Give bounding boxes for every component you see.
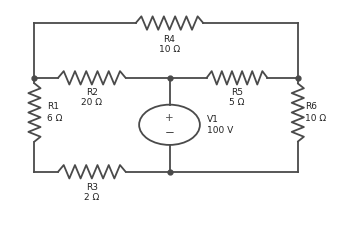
- Text: 6 Ω: 6 Ω: [47, 114, 63, 123]
- Text: R1: R1: [47, 102, 59, 111]
- Text: 20 Ω: 20 Ω: [81, 98, 102, 107]
- Text: 100 V: 100 V: [207, 126, 233, 135]
- Text: R3: R3: [86, 183, 98, 192]
- Text: V1: V1: [207, 115, 219, 124]
- Text: R6: R6: [305, 102, 317, 111]
- Text: +: +: [165, 113, 174, 123]
- Text: R4: R4: [163, 35, 176, 44]
- Text: R2: R2: [86, 88, 98, 97]
- Text: 10 Ω: 10 Ω: [159, 45, 180, 54]
- Text: 10 Ω: 10 Ω: [305, 114, 326, 123]
- Text: R5: R5: [231, 88, 243, 97]
- Text: 5 Ω: 5 Ω: [230, 98, 245, 107]
- Text: 2 Ω: 2 Ω: [84, 193, 99, 202]
- Text: −: −: [164, 126, 175, 139]
